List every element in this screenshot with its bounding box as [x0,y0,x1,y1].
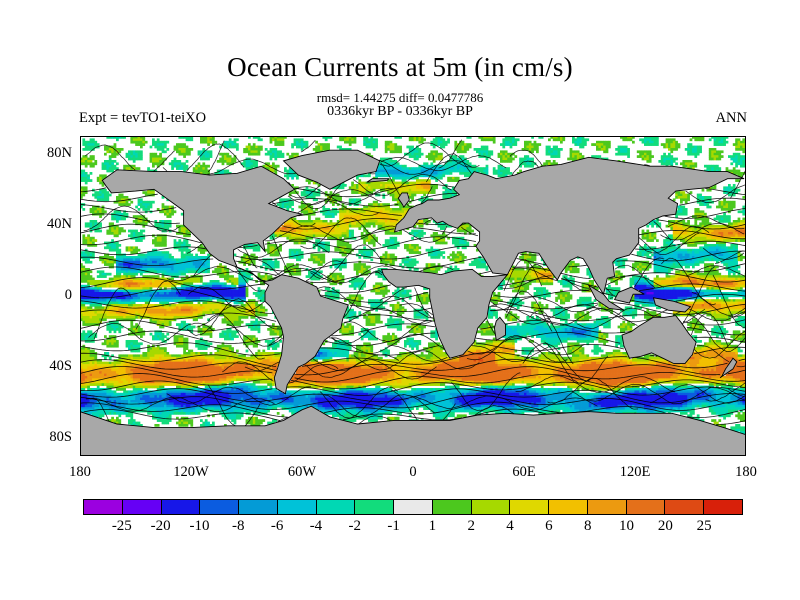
colorbar-tick-label: -4 [309,518,323,534]
colorbar-tick-label: 2 [467,518,475,534]
colorbar-segment[interactable] [432,500,472,514]
colorbar-tick-label: 10 [619,518,635,534]
colorbar-segment[interactable] [549,500,588,514]
colorbar-segment[interactable] [316,500,356,514]
colorbar-tick-label: 25 [696,518,712,534]
colorbar-tick-label: -6 [270,518,284,534]
colorbar-segment[interactable] [122,500,162,514]
colorbar-tick-label: -25 [111,518,132,534]
colorbar-segment[interactable] [161,500,201,514]
colorbar-tick-label: -8 [232,518,245,534]
colorbar-segment[interactable] [394,500,433,514]
x-tick-label: 60W [287,464,317,480]
experiment-label: Expt = tevTO1-teiXO [79,110,207,126]
x-tick-label: 60E [512,464,536,480]
colorbar-segment[interactable] [200,500,240,514]
map-plot-area [80,136,746,456]
colorbar-segment[interactable] [510,500,550,514]
colorbar-tick-label: 8 [583,518,592,534]
colorbar-tick-label: -10 [189,518,210,534]
y-tick-label: 80N [47,144,72,161]
colorbar-tick-label: -2 [348,518,362,534]
y-tick-label: 40S [49,358,72,375]
colorbar-segment[interactable] [84,500,123,514]
x-tick-label: 120E [619,464,651,480]
x-tick-label: 0 [409,464,417,480]
colorbar-tick-label: 1 [428,518,437,534]
colorbar-segment[interactable] [471,500,511,514]
colorbar-segment[interactable] [239,500,278,514]
colorbar-segment[interactable] [355,500,395,514]
colorbar[interactable] [83,499,743,515]
x-tick-label: 180 [69,464,91,480]
ocean-current-map [80,136,746,456]
rmsd-stats-label: rmsd= 1.44275 diff= 0.0477786 [316,90,484,105]
colorbar-tick-label: -1 [387,518,400,534]
colorbar-segment[interactable] [626,500,666,514]
colorbar-tick-label: 6 [545,518,553,534]
page-title: Ocean Currents at 5m (in cm/s) [227,52,573,82]
y-tick-label: 0 [64,287,72,303]
colorbar-tick-label: 4 [506,518,514,534]
x-tick-label: 120W [173,464,209,480]
season-label: ANN [715,110,747,126]
colorbar-segment[interactable] [704,500,743,514]
colorbar-segment[interactable] [587,500,627,514]
colorbar-segment[interactable] [277,500,317,514]
colorbar-tick-label: -20 [150,518,171,534]
y-tick-label: 40N [47,215,72,232]
colorbar-segment[interactable] [665,500,705,514]
x-tick-label: 180 [735,464,757,480]
colorbar-tick-label: 20 [657,518,673,534]
period-label: 0336kyr BP - 0336kyr BP [327,104,473,119]
y-tick-label: 80S [49,429,72,446]
